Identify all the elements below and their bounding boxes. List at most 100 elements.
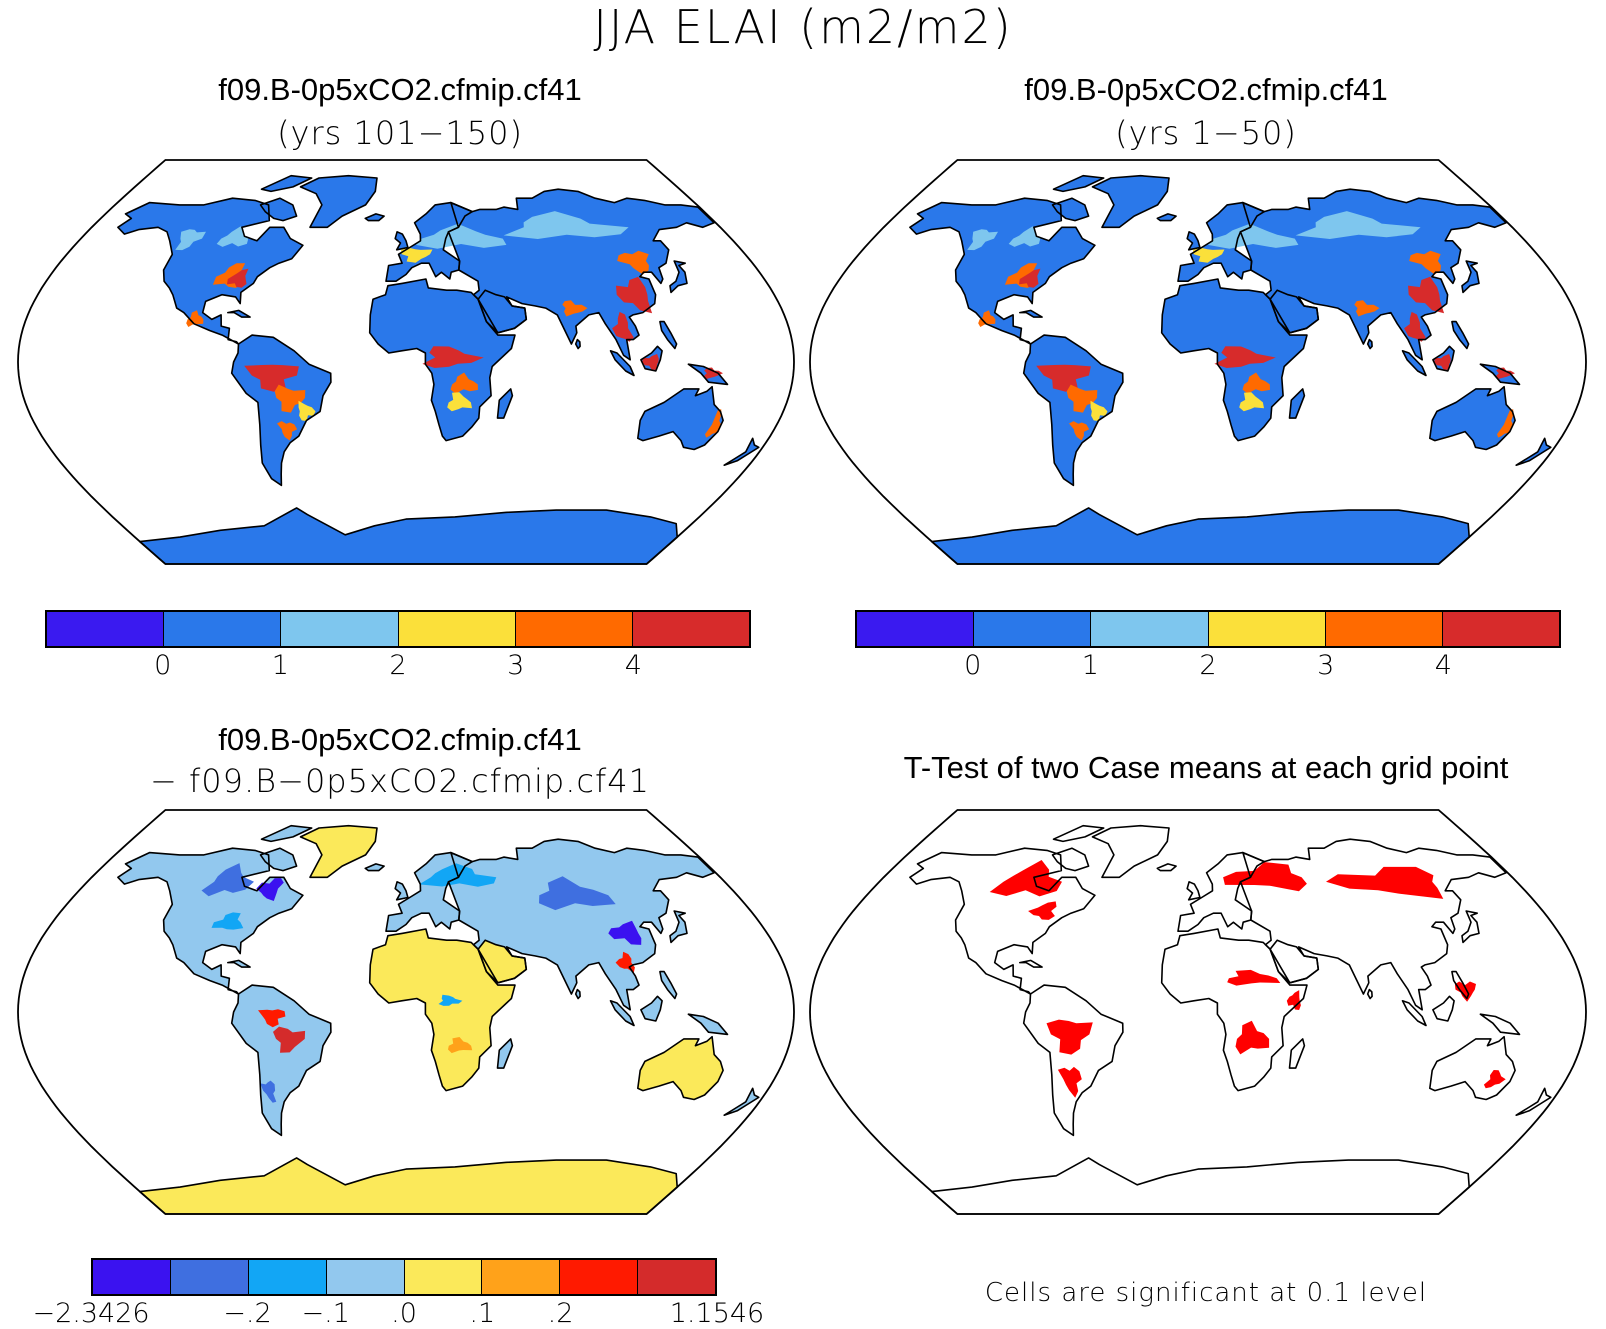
- land-uk: [1187, 231, 1200, 250]
- coastline-sumatra: [1401, 350, 1427, 377]
- colorbar-swatch: [281, 612, 399, 646]
- land-australia: [637, 1036, 724, 1100]
- significant-region: [1046, 1019, 1093, 1055]
- elai-mid-region: [1207, 223, 1299, 249]
- diff-negative-region: [201, 863, 254, 897]
- map-border: [17, 809, 795, 1215]
- coastline-madagascar: [1288, 1038, 1306, 1069]
- coastline-iceland: [364, 863, 385, 872]
- land-sumatra: [1402, 350, 1426, 376]
- land-philippines: [659, 971, 677, 999]
- colorbar-swatch: [1442, 612, 1560, 646]
- land-ellesmere: [1053, 825, 1104, 842]
- coastline-uk: [394, 881, 409, 901]
- panel-subtitle-top-right: (yrs 1−50): [1115, 114, 1297, 152]
- elai-mid-region: [967, 229, 998, 251]
- land-madagascar: [497, 388, 513, 419]
- elai-mid-region: [1239, 392, 1264, 412]
- panel-subtitle-top-left: (yrs 101−150): [277, 114, 523, 152]
- elai-high-region: [978, 310, 996, 327]
- map-panel-bottom-right: [809, 809, 1587, 1215]
- colorbar-tick-label: .0: [391, 1298, 417, 1329]
- coastline-cuba: [227, 309, 251, 318]
- coastline-ellesmere: [1052, 174, 1105, 193]
- land-madagascar: [1289, 1038, 1305, 1069]
- coastline-nz: [723, 437, 760, 466]
- coastline-srilanka: [1366, 338, 1373, 350]
- land-antarctica: [139, 1157, 678, 1214]
- elai-high-region: [227, 268, 249, 288]
- panel-title-bottom-right: T-Test of two Case means at each grid po…: [903, 750, 1509, 785]
- coastline-newguinea: [1479, 363, 1521, 386]
- land-namerica: [909, 848, 1095, 994]
- land-greenland: [300, 175, 377, 228]
- land-uk: [395, 881, 408, 900]
- elai-mid-region: [1008, 226, 1041, 247]
- elai-high-region: [705, 409, 722, 438]
- coastline-newguinea: [687, 363, 729, 386]
- coastline-greenland: [1091, 174, 1170, 229]
- coastline-greenland: [1091, 824, 1170, 879]
- land-sumatra: [1402, 1000, 1426, 1026]
- land-ellesmere: [261, 825, 312, 842]
- land-ellesmere: [1053, 175, 1104, 192]
- coastline-arabia: [477, 289, 528, 334]
- coastline-borneo: [640, 345, 663, 372]
- colorbar-tick-label: .2: [547, 1298, 574, 1329]
- coastline-baffin: [1051, 847, 1090, 872]
- land-greenland: [300, 825, 377, 878]
- significant-region: [1057, 1066, 1082, 1098]
- coastline-newguinea: [1479, 1013, 1521, 1036]
- colorbar-tick-label: 0: [154, 650, 172, 681]
- coastline-samerica: [230, 984, 332, 1137]
- significant-region: [989, 860, 1062, 897]
- coastline-samerica: [230, 334, 332, 487]
- colorbar-swatch: [560, 1260, 639, 1294]
- coastline-asia: [447, 188, 715, 361]
- colorbar-swatch: [632, 612, 750, 646]
- land-africa: [369, 929, 515, 1091]
- colorbar-tick-label: −2.3426: [32, 1298, 150, 1329]
- elai-high-region: [616, 276, 653, 314]
- colorbar-swatch: [1208, 612, 1326, 646]
- coastline-australia: [637, 1035, 724, 1101]
- land-newguinea: [688, 1014, 728, 1035]
- coastline-australia: [1429, 385, 1516, 451]
- colorbar-tick-label: −.1: [301, 1298, 350, 1329]
- elai-high-region: [617, 250, 649, 275]
- coastline-australia: [1429, 1035, 1516, 1101]
- elai-mid-region: [400, 247, 433, 263]
- colorbar-swatch: [398, 612, 516, 646]
- elai-mid-region: [447, 392, 472, 412]
- coastline-ellesmere: [260, 174, 313, 193]
- significant-region: [1326, 866, 1444, 899]
- elai-high-region: [1354, 300, 1380, 317]
- land-japan: [1462, 911, 1479, 943]
- significant-region: [1028, 901, 1057, 920]
- land-australia: [637, 386, 724, 450]
- coastline-nz: [1515, 1087, 1552, 1116]
- colorbar-swatch: [170, 1260, 249, 1294]
- elai-high-region: [704, 367, 723, 380]
- elai-high-region: [1036, 364, 1091, 392]
- elai-high-region: [1066, 384, 1098, 413]
- coastline-arabia: [1269, 939, 1320, 984]
- elai-high-region: [1497, 409, 1514, 438]
- panel-subtitle-bottom-left: − f09.B−0p5xCO2.cfmip.cf41: [150, 762, 650, 800]
- coastline-nz: [1515, 437, 1552, 466]
- coastline-africa: [1160, 928, 1308, 1092]
- diff-positive-region: [273, 1026, 306, 1053]
- land-newguinea: [1480, 1014, 1520, 1035]
- coastline-philippines: [659, 320, 678, 350]
- coastline-cuba: [227, 959, 251, 968]
- elai-high-region: [1434, 354, 1451, 370]
- coastline-africa: [368, 928, 516, 1092]
- colorbar-difference: [91, 1258, 717, 1296]
- land-arabia: [478, 940, 527, 983]
- land-arabia: [478, 290, 527, 333]
- elai-high-region: [612, 311, 634, 342]
- land-japan: [670, 911, 687, 943]
- coastline-uk: [1186, 881, 1201, 901]
- colorbar-swatch: [1325, 612, 1443, 646]
- land-madagascar: [1289, 388, 1305, 419]
